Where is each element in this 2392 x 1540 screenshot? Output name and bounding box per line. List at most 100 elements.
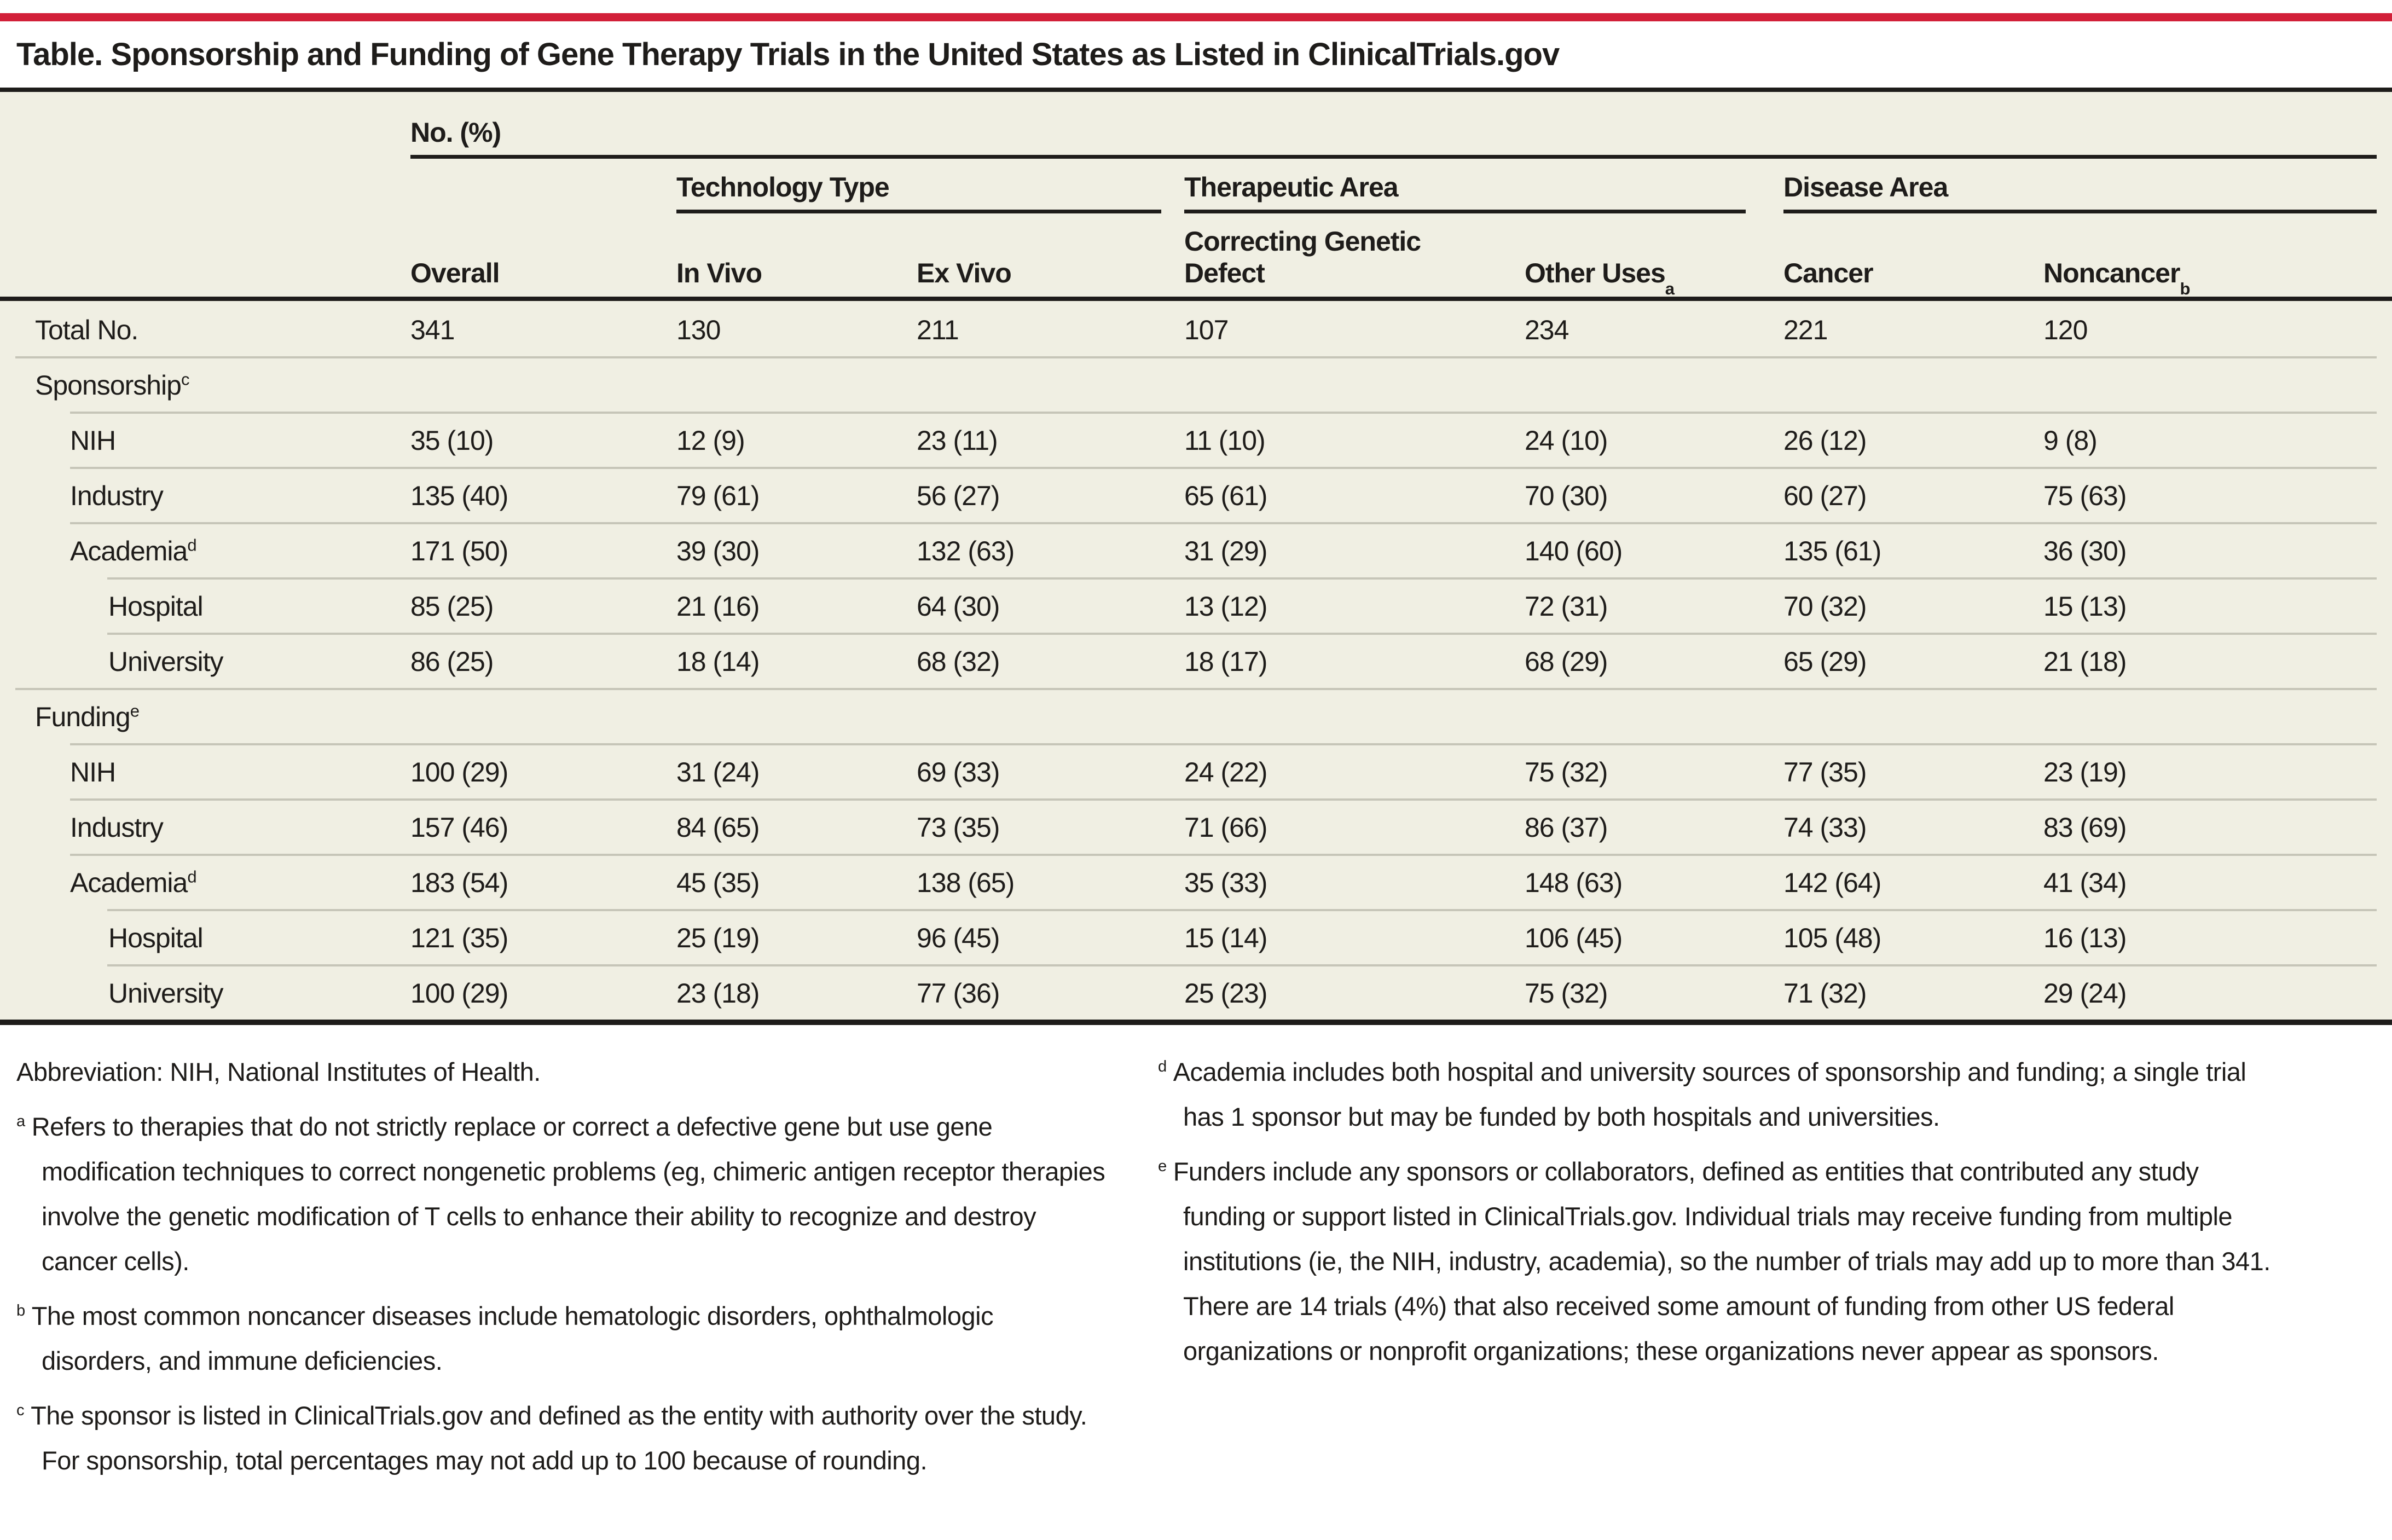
data-cell: 23 (18) [676, 978, 760, 1009]
row-separator [70, 522, 2377, 524]
data-cell: 70 (32) [1783, 591, 1867, 622]
table-row: Hospital 85 (25) 21 (16) 64 (30) 13 (12) 72 (… [0, 577, 2392, 633]
data-cell: 23 (11) [917, 425, 998, 456]
footnotes: Abbreviation: NIH, National Institutes o… [0, 1050, 2392, 1483]
data-cell [1525, 356, 1783, 412]
data-cell: 85 (25) [410, 591, 494, 622]
row-separator [70, 467, 2377, 469]
data-cell: 86 (25) [410, 646, 494, 677]
data-cell: 142 (64) [1783, 867, 1881, 898]
footnote-marker: d [1158, 1058, 1167, 1076]
row-label: Fundinge [35, 701, 140, 732]
data-cell: 39 (30) [676, 536, 760, 566]
row-separator [70, 743, 2377, 745]
column-group-disease-area: Disease Area [1783, 159, 2392, 213]
data-cell: 79 (61) [676, 480, 760, 511]
column-header-in-vivo: In Vivo [676, 258, 762, 288]
footnote-text: Refers to therapies that do not strictly… [31, 1112, 1105, 1276]
data-cell: 25 (19) [676, 923, 760, 953]
footnote-item: a Refers to therapies that do not strictl… [16, 1104, 1105, 1284]
data-cell: 65 (29) [1783, 646, 1867, 677]
unit-header-row: No. (%) [0, 92, 2392, 159]
data-cell: 140 (60) [1525, 536, 1623, 566]
data-cell: 24 (22) [1184, 757, 1267, 788]
column-group-label: Therapeutic Area [1184, 171, 1746, 213]
column-header-row: Overall In Vivo Ex Vivo Correcting Genet… [0, 213, 2392, 297]
data-cell: 75 (63) [2043, 480, 2127, 511]
data-cell: 41 (34) [2043, 867, 2127, 898]
data-cell: 120 [2043, 315, 2088, 345]
data-cell: 72 (31) [1525, 591, 1608, 622]
abbreviation-note: Abbreviation: NIH, National Institutes o… [16, 1057, 541, 1086]
data-cell: 234 [1525, 315, 1569, 345]
data-cell: 15 (14) [1184, 923, 1267, 953]
data-cell: 24 (10) [1525, 425, 1608, 456]
footnote-reference: c [181, 369, 189, 389]
bottom-rule [0, 1020, 2392, 1025]
data-cell: 71 (66) [1184, 812, 1267, 843]
row-separator [70, 854, 2377, 856]
data-table: No. (%) Technology Type Therapeutic Area… [0, 92, 2392, 1025]
table-row: Industry 135 (40) 79 (61) 56 (27) 65 (61) 70 … [0, 467, 2392, 522]
data-cell: 12 (9) [676, 425, 745, 456]
column-group-label: Disease Area [1783, 171, 2377, 213]
data-cell [1525, 688, 1783, 743]
data-cell: 84 (65) [676, 812, 760, 843]
data-cell: 77 (35) [1783, 757, 1867, 788]
data-cell: 130 [676, 315, 721, 345]
data-cell: 96 (45) [917, 923, 1000, 953]
data-cell: 70 (30) [1525, 480, 1608, 511]
header-body-rule [0, 297, 2392, 301]
footnote-item: c The sponsor is listed in ClinicalTrials… [16, 1393, 1105, 1483]
footnote-text: The sponsor is listed in ClinicalTrials.… [31, 1401, 1087, 1475]
row-separator [70, 412, 2377, 414]
data-cell: 68 (32) [917, 646, 1000, 677]
table-row: Total No. 341 130 211 107 234 221 120 [0, 301, 2392, 356]
data-cell: 31 (29) [1184, 536, 1267, 566]
data-cell: 15 (13) [2043, 591, 2127, 622]
data-cell: 73 (35) [917, 812, 1000, 843]
spacer-cell [410, 159, 676, 213]
table-body: Total No. 341 130 211 107 234 221 120 Sponsorshi… [0, 301, 2392, 1020]
column-header-other-uses: Other Uses a [1525, 258, 1675, 298]
data-cell: 106 (45) [1525, 923, 1623, 953]
row-label: University [108, 646, 223, 677]
column-group-label: Technology Type [676, 171, 1161, 213]
data-cell: 138 (65) [917, 867, 1015, 898]
row-separator [107, 633, 2377, 635]
data-cell: 25 (23) [1184, 978, 1267, 1009]
table-row: University 86 (25) 18 (14) 68 (32) 18 (17) 68… [0, 633, 2392, 688]
footnote-text: The most common noncancer diseases inclu… [31, 1301, 994, 1375]
data-cell: 9 (8) [2043, 425, 2098, 456]
footnote-reference: d [187, 535, 196, 555]
data-cell: 107 [1184, 315, 1229, 345]
data-cell: 121 (35) [410, 923, 508, 953]
table-row: NIH 35 (10) 12 (9) 23 (11) 11 (10) 24 (10) 26 … [0, 412, 2392, 467]
section-row: Sponsorshipc [0, 356, 2392, 412]
data-cell: 100 (29) [410, 757, 508, 788]
footnotes-right-column: d Academia includes both hospital and uni… [1158, 1050, 2285, 1374]
data-cell: 18 (17) [1184, 646, 1267, 677]
group-header-row: Technology Type Therapeutic Area Disease… [0, 159, 2392, 213]
table-row: Hospital 121 (35) 25 (19) 96 (45) 15 (14) 106… [0, 909, 2392, 964]
data-cell: 68 (29) [1525, 646, 1608, 677]
column-header-overall: Overall [410, 258, 500, 288]
data-cell [917, 688, 1184, 743]
footnote-text: Funders include any sponsors or collabor… [1173, 1157, 2271, 1365]
data-cell: 23 (19) [2043, 757, 2127, 788]
row-label: NIH [70, 425, 116, 456]
data-cell: 35 (33) [1184, 867, 1267, 898]
data-cell: 221 [1783, 315, 1828, 345]
data-cell: 74 (33) [1783, 812, 1867, 843]
spacer-cell [0, 213, 410, 297]
section-row: Fundinge [0, 688, 2392, 743]
footnote-item: e Funders include any sponsors or collabo… [1158, 1149, 2285, 1374]
footnote-marker: a [16, 1113, 25, 1131]
row-separator [107, 577, 2377, 580]
data-cell: 211 [917, 315, 959, 345]
data-cell: 36 (30) [2043, 536, 2127, 566]
data-cell: 171 (50) [410, 536, 508, 566]
data-cell [2043, 688, 2392, 743]
footnote-marker: e [1158, 1157, 1167, 1176]
row-separator [15, 688, 2377, 690]
